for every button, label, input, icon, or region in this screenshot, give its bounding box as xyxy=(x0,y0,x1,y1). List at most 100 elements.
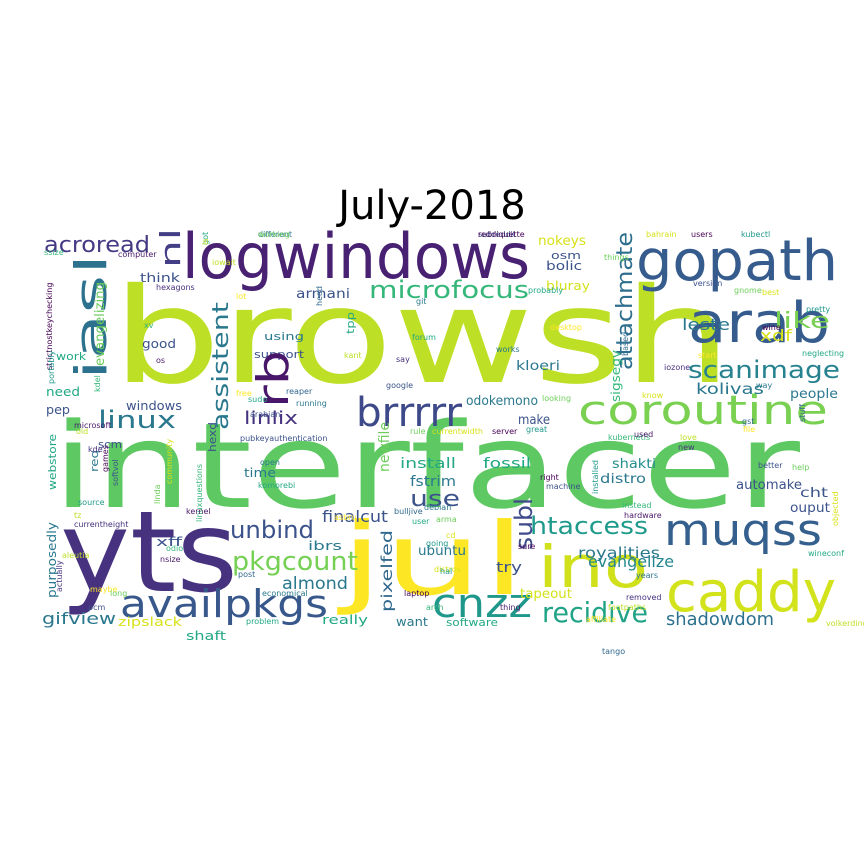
word: pkgcount xyxy=(232,547,358,577)
small-word: going xyxy=(426,539,448,548)
small-word: pcm xyxy=(88,603,105,612)
word: install xyxy=(400,456,456,472)
word: software xyxy=(446,616,498,629)
word: linlix xyxy=(244,408,298,429)
word: think xyxy=(140,271,180,285)
small-word: actually xyxy=(55,560,64,592)
small-word: instead xyxy=(622,501,652,510)
word: scanimage xyxy=(688,356,840,384)
small-word: tz xyxy=(74,511,81,520)
word: pep xyxy=(46,403,70,417)
word: brrrrr xyxy=(356,390,463,436)
small-word: economical xyxy=(262,589,308,598)
word: tpp xyxy=(344,312,357,334)
word: evangelize xyxy=(588,552,674,571)
small-word: gst xyxy=(742,417,754,426)
word: subl xyxy=(510,498,538,550)
small-word: hexagons xyxy=(156,283,195,292)
small-word: os xyxy=(156,356,165,365)
small-word: long xyxy=(110,589,127,598)
word: make xyxy=(518,413,550,428)
small-word: gnome xyxy=(734,286,762,295)
small-word: users xyxy=(691,230,713,239)
word: linux xyxy=(98,406,176,434)
small-word: currentwidth xyxy=(432,427,483,436)
word: yts xyxy=(60,488,238,618)
word: fstrim xyxy=(410,474,456,490)
small-word: say xyxy=(396,355,410,364)
small-word: probably xyxy=(528,286,563,295)
small-word: open xyxy=(260,458,280,467)
small-word: server xyxy=(492,427,518,436)
small-word: nsize xyxy=(160,555,181,564)
small-word: kernel xyxy=(186,507,211,516)
word: evangelizing xyxy=(93,282,108,366)
word: hexd xyxy=(206,422,219,452)
word: finalcut xyxy=(322,507,388,526)
word: want xyxy=(396,615,428,629)
small-word: love xyxy=(680,433,697,442)
word: bolic xyxy=(546,259,582,273)
small-word: head xyxy=(315,286,324,306)
small-word: got xyxy=(201,232,210,245)
small-word: xv xyxy=(144,321,154,330)
small-word: used xyxy=(634,430,653,439)
word: microfocus xyxy=(369,276,529,304)
small-word: portably xyxy=(47,350,56,384)
word: arab xyxy=(688,291,830,356)
small-word: start xyxy=(698,351,717,360)
small-word: kde xyxy=(88,445,103,454)
word: xdf xyxy=(760,326,792,345)
small-word: footpaths xyxy=(608,603,646,612)
small-word: looking xyxy=(542,394,571,403)
small-word: rule xyxy=(410,427,426,436)
word: attachmate xyxy=(613,232,638,370)
small-word: free xyxy=(236,389,252,398)
word: zipslack xyxy=(118,615,182,629)
small-word: ssize xyxy=(44,248,64,257)
word: scm xyxy=(98,438,122,451)
word: ouput xyxy=(790,501,830,516)
word: coroutine xyxy=(578,388,828,434)
word: browsh xyxy=(112,260,732,414)
word: fossil xyxy=(483,456,531,472)
small-word: version xyxy=(693,279,722,288)
word: htaccess xyxy=(530,512,648,540)
small-word: komorebi xyxy=(258,481,295,490)
word: caddy xyxy=(666,560,836,625)
small-word: problem xyxy=(246,617,279,626)
word: kolivas xyxy=(696,380,764,398)
small-word: bulljive xyxy=(394,507,423,516)
small-word: best xyxy=(762,288,779,297)
word: support xyxy=(254,348,305,361)
small-word: maybe xyxy=(90,585,118,594)
word: good xyxy=(142,337,176,351)
small-word: wineconf xyxy=(808,549,844,558)
small-word: things xyxy=(604,253,629,262)
small-word: git xyxy=(416,297,426,306)
word: bluray xyxy=(546,279,590,293)
word: shaft xyxy=(186,629,226,643)
word: royalities xyxy=(578,544,660,562)
word: ubuntu xyxy=(418,544,466,559)
word: people xyxy=(790,387,838,402)
small-word: microsoft xyxy=(74,421,111,430)
small-word: cd xyxy=(446,531,455,540)
small-word: hardware xyxy=(624,511,662,520)
small-word: community xyxy=(165,439,174,484)
small-word: better xyxy=(758,461,783,470)
word: time xyxy=(244,466,276,480)
small-word: removed xyxy=(626,593,661,602)
small-word: aleutia xyxy=(62,551,89,560)
word: webstore xyxy=(46,434,59,490)
small-word: tango xyxy=(602,647,625,656)
small-word: asbru xyxy=(334,513,357,522)
word: rb xyxy=(248,350,299,408)
small-word: iozone xyxy=(664,363,690,372)
word: iasl xyxy=(66,254,117,380)
small-word: volkerding xyxy=(826,619,864,628)
small-word: pretty xyxy=(806,305,830,314)
word: almond xyxy=(282,574,348,594)
